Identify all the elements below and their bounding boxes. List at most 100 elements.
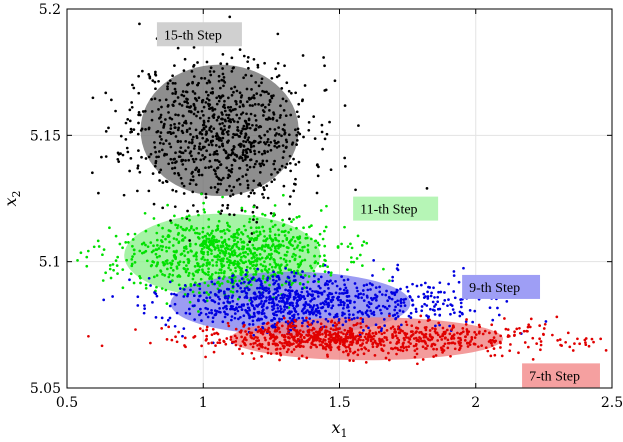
scatter-point	[295, 334, 299, 337]
scatter-point	[229, 335, 233, 339]
scatter-point	[463, 339, 467, 342]
scatter-point	[194, 242, 198, 246]
scatter-point	[324, 225, 328, 229]
scatter-point	[202, 157, 206, 161]
scatter-point	[270, 76, 274, 80]
scatter-point	[156, 261, 160, 264]
scatter-point	[173, 126, 177, 129]
scatter-point	[442, 302, 445, 306]
scatter-point	[287, 297, 290, 300]
scatter-point	[100, 344, 104, 348]
scatter-point	[426, 344, 429, 348]
scatter-point	[276, 171, 279, 174]
scatter-point	[364, 311, 368, 314]
scatter-point	[326, 265, 329, 269]
scatter-point	[205, 97, 209, 100]
scatter-point	[280, 134, 283, 138]
scatter-point	[296, 312, 300, 316]
scatter-point	[426, 290, 429, 294]
scatter-point	[258, 232, 262, 236]
scatter-point	[430, 337, 434, 341]
scatter-point	[166, 131, 170, 134]
scatter-point	[215, 175, 219, 178]
scatter-point	[188, 141, 191, 144]
scatter-point	[274, 236, 277, 240]
scatter-point	[155, 285, 158, 289]
scatter-point	[409, 316, 413, 319]
scatter-point	[159, 270, 163, 273]
scatter-point	[523, 341, 527, 344]
scatter-point	[319, 275, 323, 279]
scatter-point	[222, 301, 226, 305]
scatter-point	[306, 248, 310, 252]
scatter-point	[303, 340, 307, 344]
scatter-point	[483, 329, 487, 333]
scatter-point	[187, 214, 191, 218]
scatter-point	[151, 260, 155, 263]
scatter-point	[334, 340, 337, 344]
scatter-point	[189, 282, 193, 286]
scatter-point	[274, 310, 278, 314]
scatter-point	[161, 206, 165, 210]
scatter-point	[228, 276, 231, 279]
scatter-point	[484, 346, 488, 350]
scatter-point	[330, 306, 333, 310]
scatter-point	[391, 347, 395, 351]
scatter-point	[222, 271, 226, 275]
scatter-point	[449, 354, 452, 358]
scatter-point	[240, 290, 244, 293]
scatter-point	[238, 135, 242, 138]
scatter-point	[212, 70, 216, 73]
scatter-point	[231, 151, 235, 154]
scatter-point	[182, 69, 186, 72]
scatter-point	[558, 338, 562, 341]
scatter-point	[236, 309, 240, 313]
scatter-point	[290, 324, 294, 328]
scatter-point	[419, 314, 423, 318]
scatter-point	[154, 161, 158, 165]
scatter-point	[199, 277, 203, 281]
scatter-point	[256, 65, 260, 69]
scatter-point	[191, 190, 195, 194]
scatter-point	[201, 329, 205, 333]
scatter-point	[286, 289, 290, 292]
scatter-point	[225, 257, 229, 260]
scatter-point	[171, 273, 175, 277]
scatter-point	[357, 296, 360, 300]
scatter-point	[459, 338, 463, 342]
scatter-point	[329, 348, 333, 352]
scatter-point	[334, 336, 337, 340]
label-box-7-th-step	[522, 363, 600, 388]
scatter-point	[378, 339, 381, 343]
scatter-point	[197, 310, 200, 313]
scatter-point	[233, 85, 237, 89]
scatter-point	[208, 296, 212, 299]
scatter-point	[576, 337, 579, 341]
scatter-point	[441, 334, 445, 338]
scatter-point	[257, 226, 261, 229]
scatter-point	[261, 332, 265, 336]
scatter-point	[248, 140, 251, 144]
scatter-point	[372, 334, 376, 338]
scatter-point	[153, 146, 157, 149]
scatter-point	[219, 86, 222, 90]
scatter-point	[207, 342, 210, 345]
scatter-point	[231, 285, 235, 289]
scatter-point	[170, 221, 173, 225]
scatter-point	[364, 361, 368, 364]
scatter-point	[251, 323, 255, 326]
scatter-point	[418, 336, 421, 339]
scatter-point	[551, 333, 554, 337]
scatter-point	[207, 273, 210, 277]
scatter-point	[236, 228, 239, 232]
scatter-point	[195, 255, 198, 258]
scatter-point	[174, 113, 177, 117]
scatter-point	[337, 303, 341, 307]
scatter-point	[303, 258, 307, 262]
scatter-point	[512, 334, 516, 338]
scatter-point	[506, 328, 510, 331]
scatter-point	[191, 277, 195, 281]
scatter-point	[452, 270, 456, 273]
scatter-point	[348, 318, 351, 322]
scatter-point	[276, 32, 280, 36]
